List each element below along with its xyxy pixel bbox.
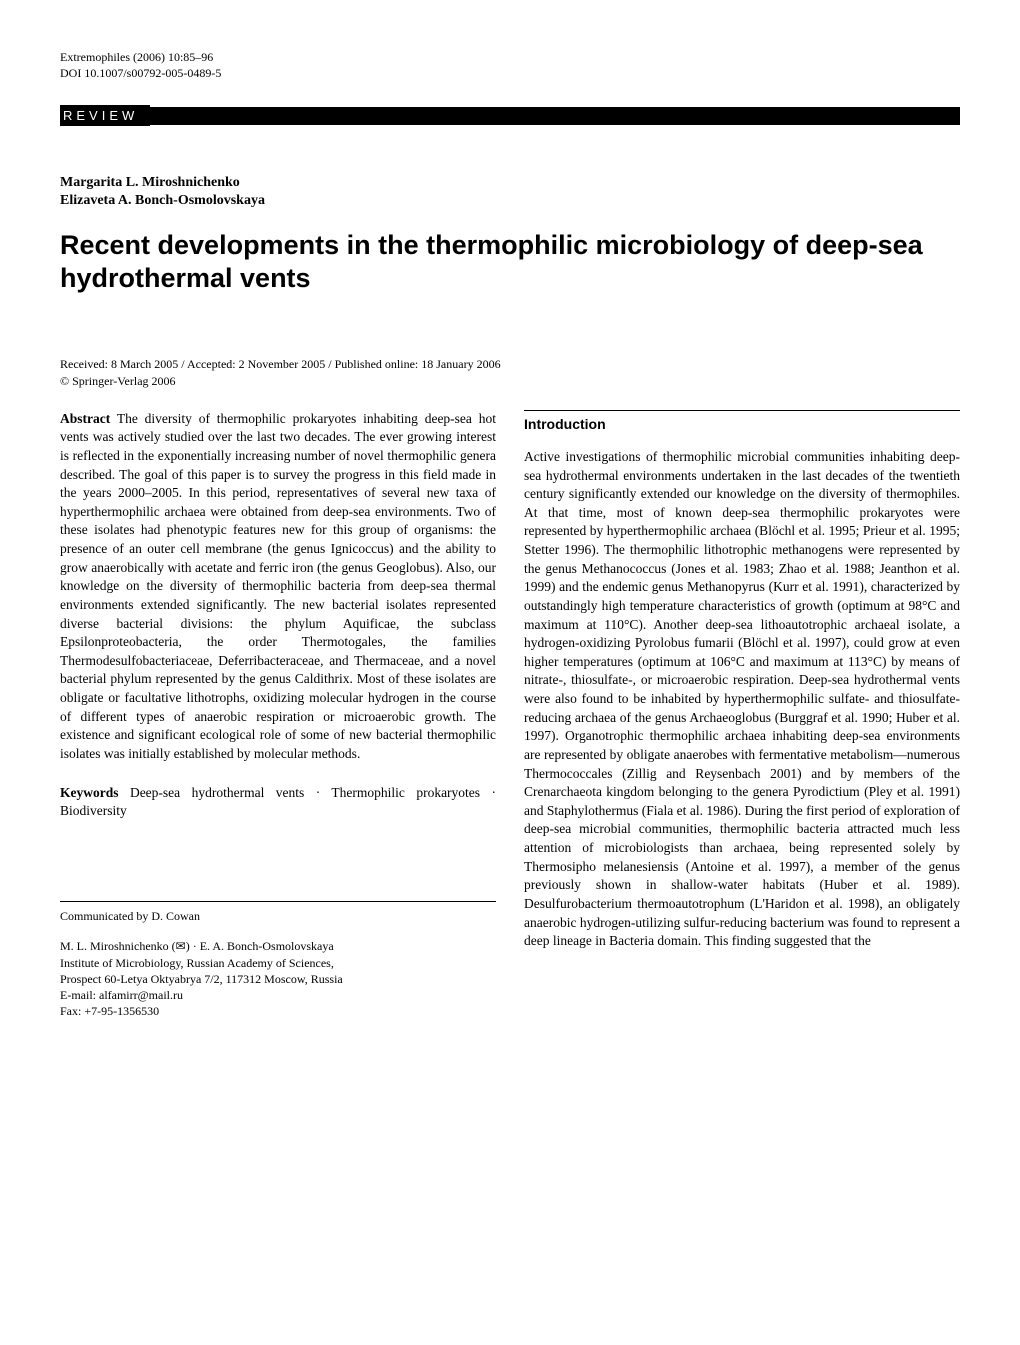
article-type-label: REVIEW xyxy=(60,105,150,126)
journal-citation: Extremophiles (2006) 10:85–96 xyxy=(60,50,960,66)
right-column: Introduction Active investigations of th… xyxy=(524,410,960,1020)
keywords-label: Keywords xyxy=(60,785,119,800)
copyright: © Springer-Verlag 2006 xyxy=(60,373,960,390)
introduction-text: Active investigations of thermophilic mi… xyxy=(524,448,960,951)
article-type-block: REVIEW xyxy=(60,105,960,126)
communicated-by: Communicated by D. Cowan xyxy=(60,901,496,925)
header-meta: Extremophiles (2006) 10:85–96 DOI 10.100… xyxy=(60,50,960,81)
received-block: Received: 8 March 2005 / Accepted: 2 Nov… xyxy=(60,356,960,390)
author-1: Margarita L. Miroshnichenko xyxy=(60,174,960,192)
doi: DOI 10.1007/s00792-005-0489-5 xyxy=(60,66,960,82)
article-title: Recent developments in the thermophilic … xyxy=(60,229,960,297)
affiliation-fax: Fax: +7-95-1356530 xyxy=(60,1003,496,1019)
abstract-paragraph: Abstract The diversity of thermophilic p… xyxy=(60,410,496,764)
affiliation-email: E-mail: alfamirr@mail.ru xyxy=(60,987,496,1003)
authors-block: Margarita L. Miroshnichenko Elizaveta A.… xyxy=(60,174,960,210)
left-column: Abstract The diversity of thermophilic p… xyxy=(60,410,496,1020)
abstract-text: The diversity of thermophilic prokaryote… xyxy=(60,411,496,761)
affiliation-authors: M. L. Miroshnichenko (✉) · E. A. Bonch-O… xyxy=(60,938,496,954)
affiliation-address: Prospect 60-Letya Oktyabrya 7/2, 117312 … xyxy=(60,971,496,987)
abstract-label: Abstract xyxy=(60,411,110,426)
author-2: Elizaveta A. Bonch-Osmolovskaya xyxy=(60,192,960,210)
introduction-heading: Introduction xyxy=(524,410,960,434)
affiliation-institute: Institute of Microbiology, Russian Acade… xyxy=(60,955,496,971)
keywords-text: Deep-sea hydrothermal vents · Thermophil… xyxy=(60,785,496,819)
two-column-layout: Abstract The diversity of thermophilic p… xyxy=(60,410,960,1020)
received-dates: Received: 8 March 2005 / Accepted: 2 Nov… xyxy=(60,356,960,373)
affiliation-block: M. L. Miroshnichenko (✉) · E. A. Bonch-O… xyxy=(60,938,496,1019)
black-bar xyxy=(150,107,960,125)
keywords-paragraph: Keywords Deep-sea hydrothermal vents · T… xyxy=(60,784,496,821)
